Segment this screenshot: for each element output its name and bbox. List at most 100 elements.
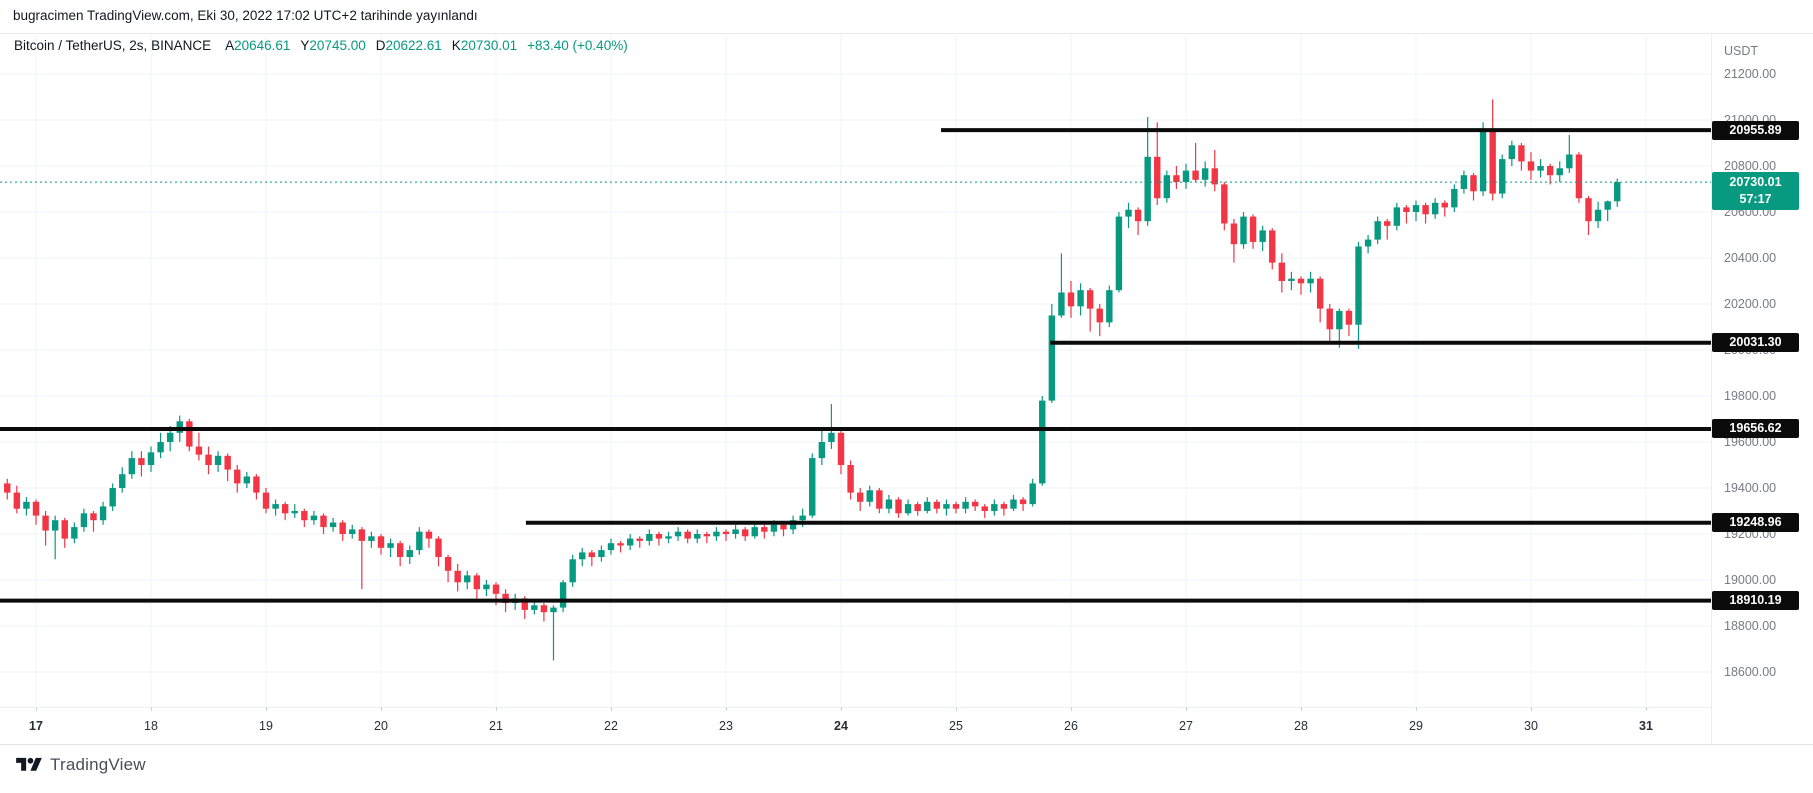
candle[interactable]: [856, 488, 864, 511]
candle[interactable]: [90, 511, 97, 532]
candle[interactable]: [157, 432, 164, 459]
candle[interactable]: [713, 527, 720, 541]
candle[interactable]: [1278, 253, 1286, 293]
candle[interactable]: [751, 522, 758, 539]
candle[interactable]: [23, 497, 30, 516]
candle[interactable]: [732, 524, 739, 539]
candle[interactable]: [569, 554, 576, 587]
candle[interactable]: [617, 540, 624, 553]
candle[interactable]: [281, 501, 289, 521]
candle[interactable]: [1364, 235, 1372, 254]
candle[interactable]: [1316, 276, 1324, 323]
candle[interactable]: [1192, 143, 1199, 183]
candle[interactable]: [1134, 207, 1142, 235]
candle[interactable]: [818, 428, 826, 465]
candle[interactable]: [924, 497, 931, 514]
candle[interactable]: [128, 451, 136, 479]
candle[interactable]: [205, 446, 212, 475]
candle[interactable]: [435, 536, 442, 567]
candle[interactable]: [866, 485, 873, 507]
candle[interactable]: [1460, 170, 1468, 194]
candle[interactable]: [962, 497, 969, 514]
candle[interactable]: [1518, 143, 1525, 171]
candle[interactable]: [368, 531, 375, 548]
candle[interactable]: [1288, 271, 1295, 291]
candle[interactable]: [1221, 182, 1228, 231]
candle[interactable]: [1240, 212, 1247, 249]
price-axis[interactable]: [1711, 33, 1813, 744]
candle[interactable]: [1211, 149, 1218, 192]
candle[interactable]: [1201, 161, 1209, 187]
candle[interactable]: [1182, 163, 1190, 189]
candle[interactable]: [559, 580, 567, 613]
candle[interactable]: [741, 527, 749, 541]
candle[interactable]: [262, 488, 270, 514]
candle[interactable]: [1144, 117, 1151, 226]
candle[interactable]: [1614, 178, 1621, 207]
candle[interactable]: [1163, 170, 1171, 203]
candle[interactable]: [809, 453, 816, 518]
candle[interactable]: [1604, 200, 1611, 222]
candle[interactable]: [636, 536, 643, 548]
candle[interactable]: [138, 451, 145, 477]
candle[interactable]: [1537, 159, 1544, 178]
candle[interactable]: [904, 499, 912, 516]
candle[interactable]: [32, 499, 40, 525]
candle[interactable]: [540, 603, 548, 622]
candle[interactable]: [320, 513, 327, 534]
candle[interactable]: [1393, 202, 1401, 231]
candle[interactable]: [665, 531, 672, 544]
candle[interactable]: [1374, 216, 1381, 245]
candlestick-chart-canvas[interactable]: [0, 33, 1711, 707]
candle[interactable]: [464, 570, 471, 590]
candle[interactable]: [828, 404, 835, 449]
candle[interactable]: [1106, 285, 1113, 327]
candle[interactable]: [406, 545, 413, 564]
candle[interactable]: [1441, 200, 1448, 217]
chart-legend[interactable]: Bitcoin / TetherUS, 2s, BINANCE A20646.61…: [14, 38, 628, 53]
candle[interactable]: [933, 499, 941, 514]
candle[interactable]: [655, 531, 663, 546]
candle[interactable]: [837, 430, 845, 475]
candle[interactable]: [607, 538, 615, 555]
candle[interactable]: [329, 517, 337, 532]
time-axis[interactable]: [0, 707, 1711, 744]
candle[interactable]: [1527, 152, 1535, 180]
candle[interactable]: [952, 501, 960, 514]
candle[interactable]: [291, 504, 298, 518]
candle[interactable]: [1249, 214, 1257, 249]
candle[interactable]: [1499, 154, 1506, 199]
candle[interactable]: [789, 515, 797, 534]
candle[interactable]: [119, 467, 126, 493]
candles-layer[interactable]: [4, 99, 1621, 661]
candle[interactable]: [234, 465, 241, 493]
candle[interactable]: [847, 460, 854, 500]
candle[interactable]: [51, 515, 59, 560]
candle[interactable]: [243, 471, 251, 488]
level-lines-layer[interactable]: [0, 128, 1711, 603]
candle[interactable]: [1307, 271, 1314, 293]
candle[interactable]: [1019, 497, 1027, 511]
candle[interactable]: [349, 524, 356, 539]
candle[interactable]: [531, 600, 538, 615]
candle[interactable]: [1096, 304, 1103, 337]
candle[interactable]: [377, 534, 385, 555]
symbol-title[interactable]: Bitcoin / TetherUS, 2s, BINANCE: [14, 38, 212, 53]
candle[interactable]: [1566, 134, 1573, 173]
candle[interactable]: [646, 529, 653, 546]
candle[interactable]: [579, 547, 586, 567]
candle[interactable]: [1326, 304, 1333, 344]
candle[interactable]: [1384, 218, 1391, 240]
candle[interactable]: [991, 499, 998, 516]
candle[interactable]: [1269, 228, 1276, 270]
candle[interactable]: [1125, 202, 1132, 229]
candle[interactable]: [1039, 396, 1046, 486]
candle[interactable]: [626, 534, 634, 551]
candle[interactable]: [272, 499, 279, 516]
candle[interactable]: [703, 531, 711, 544]
candle[interactable]: [1575, 152, 1583, 203]
candle[interactable]: [425, 529, 433, 548]
candle[interactable]: [444, 554, 452, 583]
candle[interactable]: [761, 524, 768, 539]
candle[interactable]: [387, 538, 394, 557]
